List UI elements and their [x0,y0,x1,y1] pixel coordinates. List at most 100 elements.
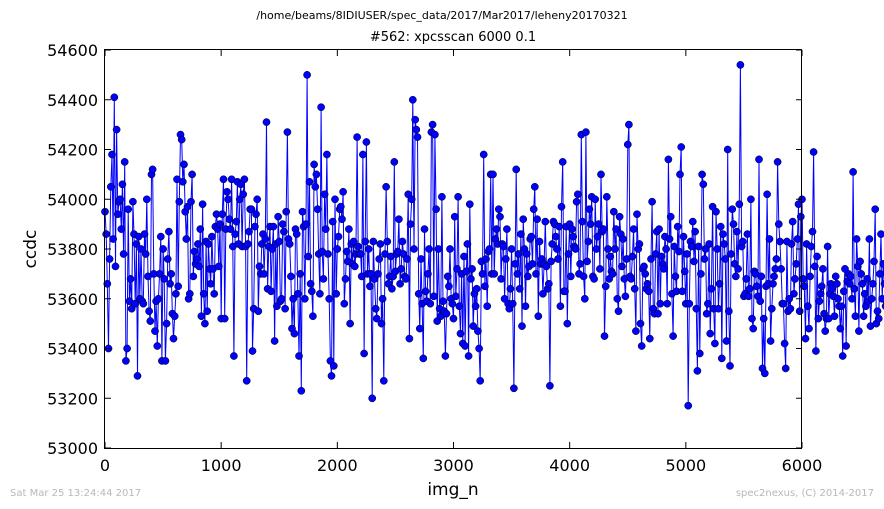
data-point [530,182,539,191]
data-point [591,195,600,204]
data-point [187,197,195,206]
data-point [711,339,719,348]
data-point [816,289,825,298]
data-point [146,317,155,325]
data-point [551,232,560,241]
data-point [379,376,388,385]
data-point [583,257,591,266]
data-point [448,299,457,308]
data-point [597,170,605,179]
data-point [438,192,446,201]
data-point [117,225,126,233]
data-point [528,260,537,268]
axes: 0 1000 2000 3000 4000 5000 6000 53000 53200 53400… [47,41,822,475]
data-point [199,289,208,298]
y-tick-label: 54400 [47,91,98,110]
data-point [255,262,264,271]
data-point [253,195,262,204]
data-point [723,145,732,154]
data-point [582,128,590,136]
data-point [632,327,640,335]
data-point [659,265,668,273]
data-point [300,294,309,303]
data-point [655,225,663,233]
data-point [593,232,602,241]
data-point [787,240,796,248]
data-point [857,270,866,278]
y-tick-label: 53800 [47,240,98,259]
data-point [224,195,232,204]
data-point [602,192,611,201]
data-point [239,190,248,199]
data-point [201,319,209,328]
data-point [338,215,346,224]
data-point [137,245,145,253]
data-point [810,262,819,271]
data-point [383,237,392,246]
data-point [786,304,795,313]
y-tick-label: 53400 [47,340,98,359]
data-point [532,270,540,278]
data-point [174,282,183,291]
data-point [441,352,450,360]
data-point [808,227,817,236]
data-point [555,222,564,231]
data-point [769,279,777,288]
data-point [332,289,341,298]
data-point [366,282,374,291]
data-point [539,289,547,298]
data-point [123,344,131,353]
data-point [244,240,252,248]
data-point [478,270,487,278]
data-point [454,192,462,201]
data-point [122,357,130,365]
data-point [643,279,652,288]
data-point [219,175,228,184]
data-point [132,240,141,248]
data-point [609,207,618,216]
data-point [197,312,206,321]
data-point [109,235,117,243]
data-point [629,225,638,233]
data-point [428,120,437,129]
data-point [281,304,289,313]
data-point [594,220,603,228]
data-point [464,352,473,360]
data-point [170,312,179,321]
data-point [120,158,129,166]
footer-timestamp: Sat Mar 25 13:24:44 2017 [10,488,142,499]
data-point [836,324,845,333]
data-point [564,250,573,258]
data-point [656,299,665,308]
data-point [345,225,353,233]
data-point [867,294,876,303]
y-tick-label: 54000 [47,190,98,209]
data-point [793,235,802,243]
data-point [364,245,373,253]
data-point [483,302,492,311]
data-point [518,322,526,330]
data-point [637,342,646,350]
data-point [261,235,270,243]
data-point [159,245,167,253]
data-point [323,150,331,159]
data-point [417,255,425,263]
data-point [592,245,601,253]
data-point [317,103,325,112]
data-point [334,232,343,241]
data-point [161,357,170,365]
data-point [331,195,339,204]
data-point [542,262,551,271]
data-point [695,349,704,358]
y-axis-label: ccdc [21,230,41,269]
data-point [155,270,164,278]
data-point [877,230,884,238]
data-point [359,150,367,159]
data-point [349,237,358,246]
data-point [733,227,741,236]
data-point [795,307,804,316]
data-point [511,260,519,268]
data-point [362,138,371,146]
data-point [333,245,342,253]
data-point [611,245,619,253]
